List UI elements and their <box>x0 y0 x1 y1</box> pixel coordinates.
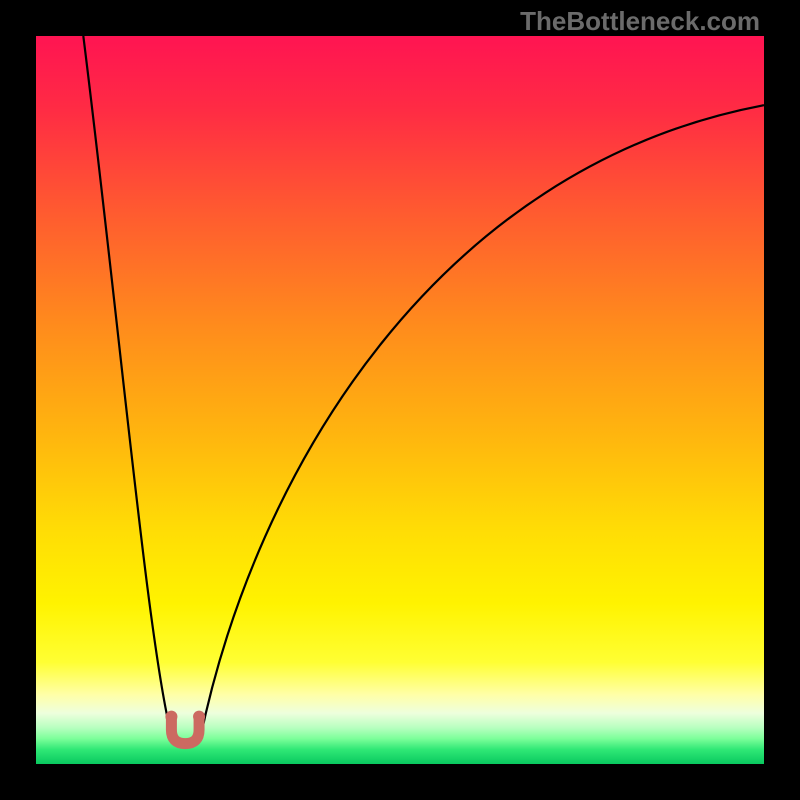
right-curve <box>200 105 764 741</box>
watermark-text: TheBottleneck.com <box>520 6 760 37</box>
chart-container: TheBottleneck.com <box>0 0 800 800</box>
plot-area <box>36 36 764 764</box>
left-curve <box>83 36 173 741</box>
curves-layer <box>36 36 764 764</box>
optimum-dot-left <box>165 711 177 723</box>
optimum-dot-right <box>193 711 205 723</box>
